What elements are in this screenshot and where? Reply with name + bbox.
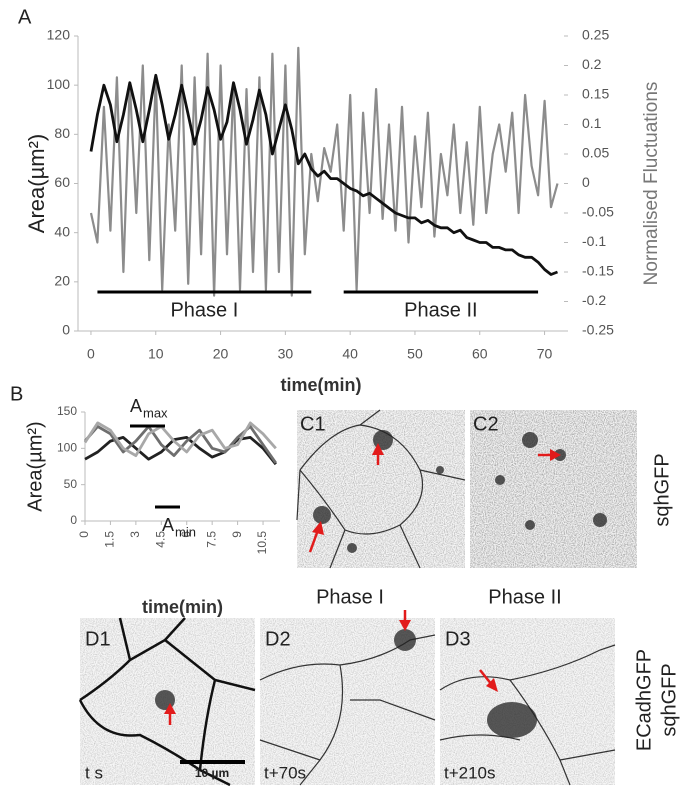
y-axis-label: Area(µm²) (24, 421, 46, 511)
phase-label: Phase II (488, 586, 561, 608)
panel-label: A (18, 6, 32, 28)
x-tick-label: 0 (87, 346, 95, 362)
panel-label: D3 (445, 628, 471, 650)
y2-tick-label: 0.15 (582, 86, 609, 102)
y2-axis-label: Normalised Fluctuations (641, 82, 662, 286)
y2-tick-label: -0.25 (582, 322, 614, 338)
x-axis-label: time(min) (142, 597, 223, 617)
panel-label: C2 (473, 413, 499, 435)
x-tick-label: 10 (148, 346, 164, 362)
y-tick-label: 40 (54, 223, 70, 239)
annotation-sub: max (143, 405, 168, 420)
y2-tick-label: 0.1 (582, 115, 602, 131)
y-tick-label: 0 (70, 513, 77, 527)
y-tick-label: 120 (47, 27, 71, 43)
x-tick-label: 0 (77, 531, 91, 538)
x-tick-label: 1.5 (103, 531, 117, 548)
y-tick-label: 20 (54, 273, 70, 289)
y2-tick-label: 0.25 (582, 27, 609, 43)
x-tick-label: 60 (472, 346, 488, 362)
x-tick-label: 9 (230, 531, 244, 538)
image-c2 (470, 410, 637, 568)
series-line (83, 421, 277, 457)
y-tick-label: 60 (54, 174, 70, 190)
series-line (83, 425, 277, 464)
phase-label: Phase I (316, 586, 384, 608)
x-tick-label: 30 (278, 346, 294, 362)
image-c1 (296, 409, 466, 569)
scale-bar-label: 10 µm (195, 766, 229, 780)
x-tick-label: 4.5 (153, 531, 167, 548)
series-line (89, 73, 559, 276)
image-d2 (259, 610, 436, 786)
x-tick-label: 7.5 (204, 531, 218, 548)
y2-tick-label: 0 (582, 174, 590, 190)
y-tick-label: 150 (57, 404, 77, 418)
y-tick-label: 100 (57, 441, 77, 455)
panel-label: B (10, 383, 23, 405)
y-tick-label: 0 (62, 322, 70, 338)
image-d3 (439, 618, 616, 786)
annotation: A (130, 396, 142, 416)
x-tick-label: 20 (213, 346, 229, 362)
phase-label: Phase II (404, 299, 477, 321)
y-tick-label: 50 (64, 477, 78, 491)
side-label: ECadhGFP (633, 649, 655, 751)
panel-label: D2 (265, 628, 291, 650)
y2-tick-label: -0.05 (582, 204, 614, 220)
annotation-sub: min (175, 524, 196, 539)
x-tick-label: 10.5 (255, 531, 269, 555)
image-d1 (78, 617, 256, 787)
annotation: A (162, 515, 174, 535)
x-tick-label: 50 (407, 346, 423, 362)
series-line (89, 46, 559, 297)
side-label: sqhGFP (651, 453, 673, 526)
x-tick-label: 3 (128, 531, 142, 538)
x-axis-label: time(min) (281, 375, 362, 395)
y2-tick-label: 0.2 (582, 56, 602, 72)
y2-tick-label: -0.15 (582, 263, 614, 279)
x-tick-label: 70 (537, 346, 553, 362)
y2-tick-label: -0.1 (582, 233, 606, 249)
series-line (84, 436, 277, 466)
x-tick-label: 40 (342, 346, 358, 362)
x-tick-label: 6 (179, 531, 193, 538)
y-tick-label: 80 (54, 125, 70, 141)
panel-label: C1 (300, 413, 326, 435)
phase-label: Phase I (170, 299, 238, 321)
y2-tick-label: 0.05 (582, 145, 609, 161)
y-axis-label: Area(µm²) (24, 134, 49, 233)
y-tick-label: 100 (47, 76, 71, 92)
y2-tick-label: -0.2 (582, 292, 606, 308)
time-label: t s (85, 763, 103, 782)
panel-label: D1 (85, 628, 111, 650)
time-label: t+210s (444, 763, 496, 782)
time-label: t+70s (264, 763, 306, 782)
side-label: sqhGFP (658, 663, 680, 736)
